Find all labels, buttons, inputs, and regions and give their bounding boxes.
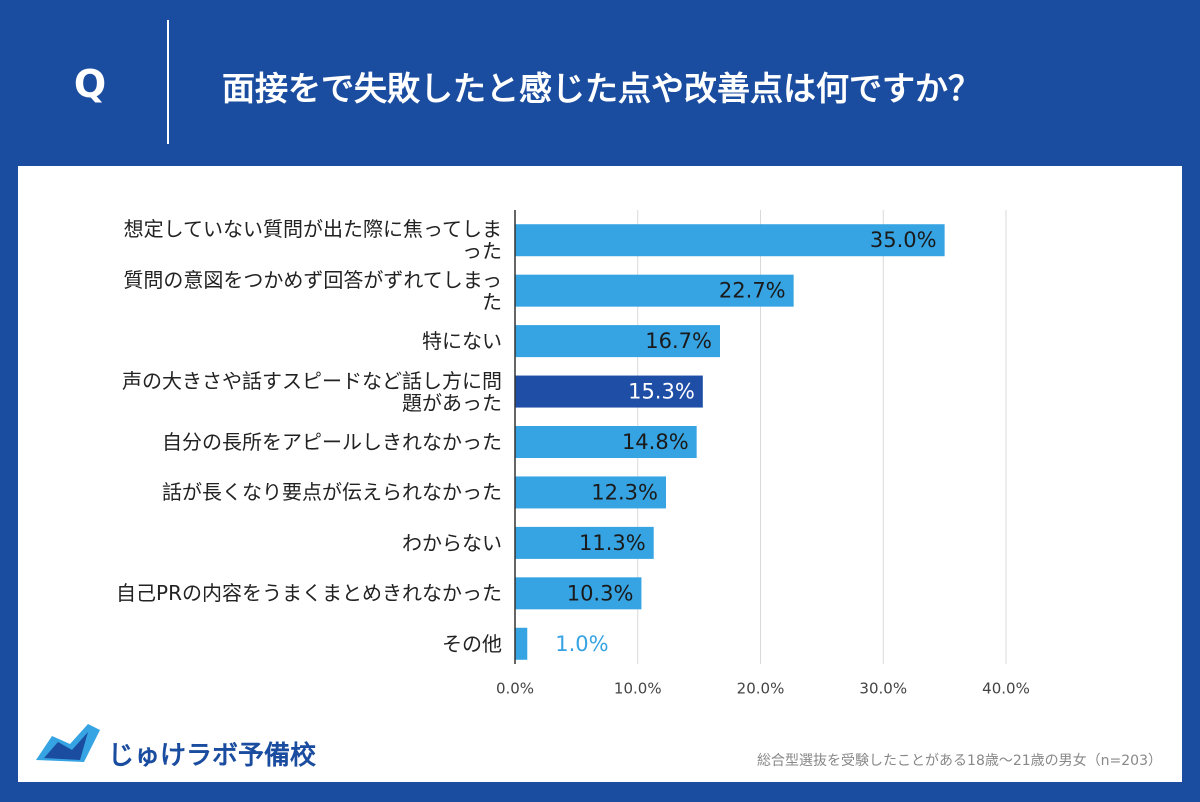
x-tick-label: 20.0% (737, 680, 785, 698)
x-tick-label: 40.0% (982, 680, 1030, 698)
footnote: 総合型選抜を受験したことがある18歳～21歳の男女（n=203） (757, 753, 1162, 769)
bar (515, 325, 720, 358)
bar (515, 426, 697, 458)
category-label: 特にない (422, 329, 502, 354)
separator (167, 20, 169, 144)
category-label: 自分の長所をアピールしきれなかった (162, 430, 502, 454)
chart-panel (18, 166, 1182, 782)
x-tick-label: 0.0% (496, 680, 534, 698)
value-label: 10.3% (567, 581, 634, 605)
value-label: 35.0% (870, 228, 937, 252)
bar (515, 577, 642, 610)
logo-icon (36, 724, 100, 762)
bar (515, 476, 666, 509)
value-label: 14.8% (622, 430, 689, 454)
category-label: 声の大きさや話すスピードなど話し方に問題があった (122, 368, 502, 415)
bar (515, 274, 794, 307)
bar (515, 526, 654, 559)
bar (515, 375, 703, 408)
value-label: 16.7% (645, 329, 712, 353)
bar (515, 224, 945, 257)
bar (515, 627, 528, 660)
x-tick-label: 10.0% (614, 680, 662, 698)
value-label: 1.0% (555, 632, 608, 656)
question-title: 面接をで失敗したと感じた点や改善点は何ですか？ (222, 69, 981, 108)
category-label: わからない (402, 530, 502, 555)
category-label: 質問の意図をつかめず回答がずれてしまった (123, 267, 502, 314)
category-label: 自己PRの内容をうまくまとめきれなかった (116, 581, 502, 606)
category-label: 話が長くなり要点が伝えられなかった (162, 480, 502, 505)
value-label: 15.3% (628, 380, 695, 404)
value-label: 22.7% (719, 279, 786, 303)
value-label: 12.3% (591, 480, 658, 504)
category-label: 想定していない質問が出た際に焦ってしまった (123, 217, 502, 264)
x-tick-label: 30.0% (859, 680, 907, 698)
logo-text: じゅけラボ予備校 (108, 741, 317, 771)
category-label: その他 (442, 631, 502, 656)
question-badge: Q (73, 62, 107, 106)
value-label: 11.3% (579, 531, 646, 555)
